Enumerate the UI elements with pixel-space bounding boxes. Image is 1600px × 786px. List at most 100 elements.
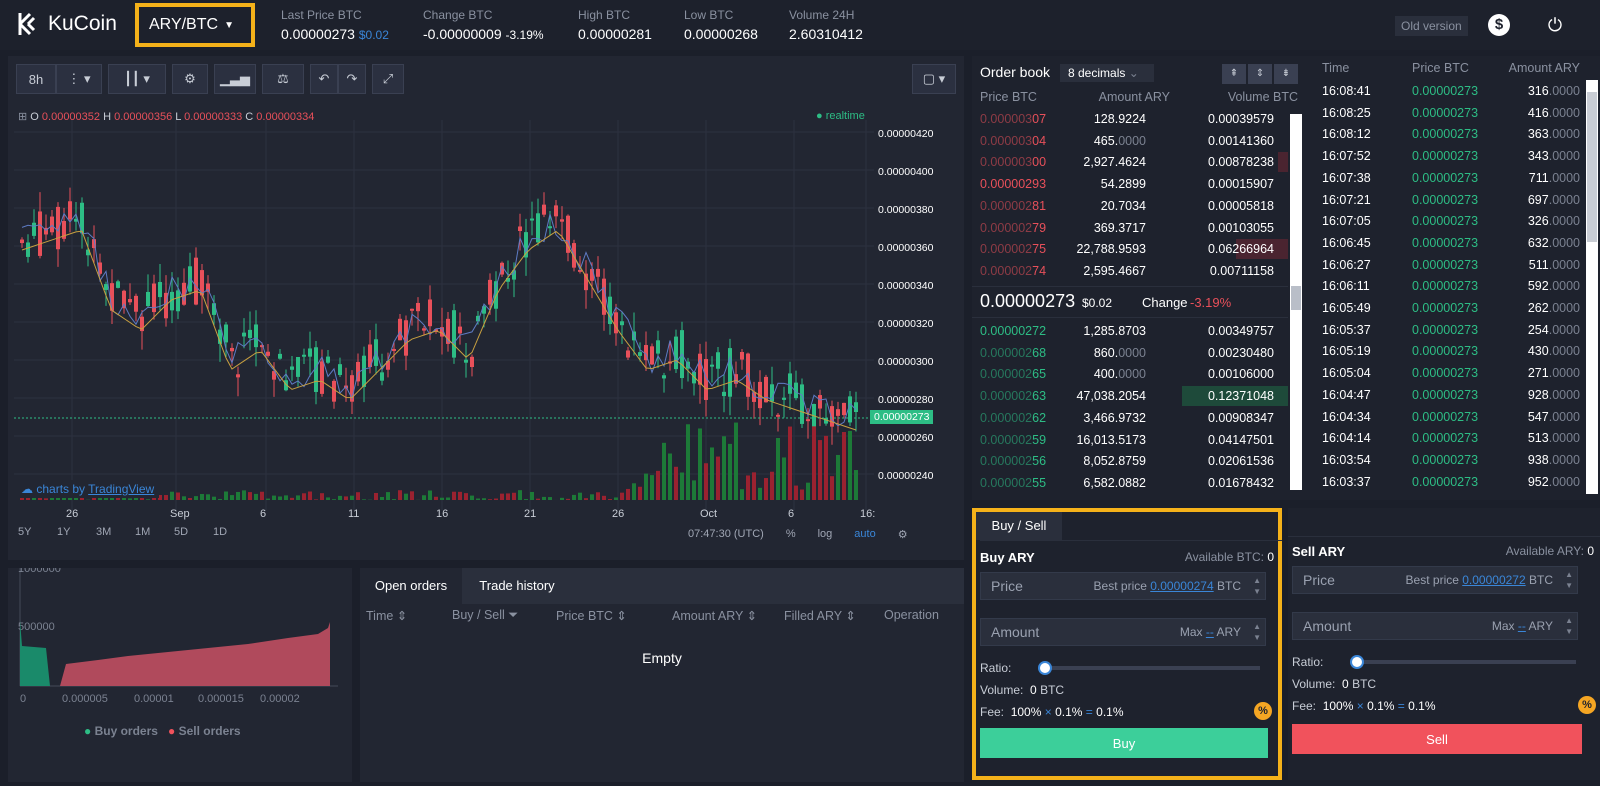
sell-button[interactable]: Sell [1292, 724, 1582, 754]
price-suffix: 65 [1032, 367, 1047, 382]
buy-price-stepper-icon[interactable]: ▲ ▼ [1253, 576, 1261, 596]
orderbook-row[interactable]: 0.00000275 22,788.9593 0.06266964 [972, 238, 1288, 260]
candle-body [38, 211, 42, 256]
depth-chart[interactable]: 1000000 500000 0 0.000005 0.00001 0.000015 0.0… [8, 568, 352, 782]
candle-body [152, 283, 156, 313]
view-both-icon[interactable]: ⇕ [1248, 64, 1272, 84]
settings-gear-icon[interactable]: ⚙ [172, 64, 208, 94]
orders-column-header[interactable]: Filled ARY ⇕ [784, 609, 856, 623]
sell-price-stepper-icon[interactable]: ▲ ▼ [1565, 570, 1573, 590]
orderbook-row[interactable]: 0.00000272 1,285.8703 0.00349757 [972, 320, 1288, 342]
percent-toggle[interactable]: % [785, 528, 796, 540]
depth-bar [1236, 239, 1288, 260]
candle-body [716, 352, 720, 369]
row-price: 0.00000279 [980, 221, 1046, 235]
tab-buy-sell[interactable]: Buy / Sell [976, 512, 1062, 540]
range-button[interactable]: 1M [135, 526, 151, 538]
mid-price: 0.00000273 [980, 291, 1076, 311]
screenshot-icon[interactable]: ▢ ▾ [912, 64, 956, 94]
buy-ratio-handle[interactable] [1038, 661, 1052, 675]
trade-row: 16:04:47 0.00000273 928.0000 [1312, 384, 1584, 406]
pair-selector[interactable]: ARY/BTC ▼ [135, 3, 255, 47]
auto-toggle[interactable]: auto [854, 528, 876, 540]
range-button[interactable]: 5D [174, 526, 189, 538]
candle-type-icon[interactable]: ┃┃ ▾ [108, 64, 166, 94]
orderbook-row[interactable]: 0.00000268 860.0000 0.00230480 [972, 342, 1288, 364]
buy-best-value[interactable]: 0.00000274 [1150, 579, 1214, 593]
orderbook-row[interactable]: 0.00000256 8,052.8759 0.02061536 [972, 450, 1288, 472]
orders-column-header[interactable]: Buy / Sell ⏷ [452, 608, 519, 622]
log-toggle[interactable]: log [817, 528, 833, 540]
trade-amount-dec: .0000 [1548, 474, 1580, 489]
range-button[interactable]: 5Y [18, 526, 32, 538]
indicators-icon[interactable]: ▁▃▅ [214, 64, 256, 94]
orders-column-header[interactable]: Time ⇕ [366, 609, 408, 623]
view-bids-icon[interactable]: ⇟ [1274, 64, 1298, 84]
watermark-link[interactable]: TradingView [88, 482, 155, 496]
orderbook-row[interactable]: 0.00000255 6,582.0882 0.01678432 [972, 472, 1288, 494]
orderbook-row[interactable]: 0.00000262 3,466.9732 0.00908347 [972, 407, 1288, 429]
kucoin-logo[interactable]: KuCoin [14, 11, 117, 37]
tab-trade-history[interactable]: Trade history [479, 578, 555, 593]
orderbook-row[interactable]: 0.00000274 2,595.4667 0.00711158 [972, 260, 1288, 282]
orderbook-row[interactable]: 0.00000259 16,013.5173 0.04147501 [972, 429, 1288, 451]
orders-column-header[interactable]: Price BTC ⇕ [556, 609, 627, 623]
buy-price-input[interactable]: Price Best price 0.00000274 BTC ▲ ▼ [980, 572, 1266, 600]
trade-amount: 326.0000 [1528, 214, 1580, 228]
old-version-link[interactable]: Old version [1395, 16, 1468, 36]
sell-ratio-handle[interactable] [1350, 655, 1364, 669]
compare-icon[interactable]: ⚖ [262, 64, 304, 94]
redo-icon[interactable]: ↷ [338, 64, 366, 94]
candlestick-plot[interactable] [14, 120, 874, 510]
current-price-tag: 0.00000273 [870, 410, 934, 424]
orderbook-row[interactable]: 0.00000279 369.3717 0.00103055 [972, 217, 1288, 239]
fee-discount-icon[interactable]: % [1578, 696, 1596, 714]
candle-body [554, 205, 558, 217]
power-icon[interactable]: ⏻ [1547, 15, 1563, 35]
fee-discount-icon[interactable]: % [1254, 702, 1272, 720]
sell-ratio-slider[interactable] [1350, 655, 1576, 669]
sell-amount-input[interactable]: Amount Max -- ARY ▲ ▼ [1292, 612, 1578, 640]
tradingview-watermark[interactable]: ☁ charts by TradingView [16, 480, 160, 498]
price-prefix: 0.000002 [980, 220, 1033, 235]
orderbook-row[interactable]: 0.00000293 54.2899 0.00015907 [972, 173, 1288, 195]
interval-button[interactable]: 8h [16, 64, 56, 94]
buy-ratio-slider[interactable] [1038, 661, 1260, 675]
orderbook-row[interactable]: 0.00000307 128.9224 0.00039579 [972, 108, 1288, 130]
orderbook-row[interactable]: 0.00000281 20.7034 0.00005818 [972, 195, 1288, 217]
orderbook-scrollbar[interactable] [1290, 114, 1302, 490]
orderbook-row[interactable]: 0.00000300 2,927.4624 0.00878238 [972, 151, 1288, 173]
currency-icon[interactable]: $ [1488, 14, 1510, 36]
candle-body [32, 222, 36, 236]
sell-volume-label: Volume: [1292, 677, 1336, 691]
buy-fee-c: 0.1% [1096, 705, 1124, 719]
sell-best-value[interactable]: 0.00000272 [1462, 573, 1526, 587]
orderbook-row[interactable]: 0.00000263 47,038.2054 0.12371048 [972, 385, 1288, 407]
volume-bar [404, 493, 408, 500]
sell-max-value[interactable]: -- [1517, 619, 1526, 633]
buy-max-value[interactable]: -- [1205, 625, 1214, 639]
sell-price-input[interactable]: Price Best price 0.00000272 BTC ▲ ▼ [1292, 566, 1578, 594]
decimals-select[interactable]: 8 decimals ⌄ [1060, 64, 1154, 82]
buy-best-label: Best price [1093, 579, 1147, 593]
range-button[interactable]: 1D [213, 526, 228, 538]
range-button[interactable]: 3M [96, 526, 112, 538]
buy-amount-input[interactable]: Amount Max -- ARY ▲ ▼ [980, 618, 1266, 646]
trades-scrollbar[interactable] [1586, 80, 1598, 494]
fullscreen-icon[interactable]: ⤢ [372, 64, 404, 94]
range-button[interactable]: 1Y [57, 526, 71, 538]
chart-settings-icon[interactable]: ⚙ [897, 529, 908, 541]
orders-column-header[interactable]: Amount ARY ⇕ [672, 609, 758, 623]
undo-icon[interactable]: ↶ [310, 64, 338, 94]
tab-open-orders[interactable]: Open orders [360, 568, 462, 604]
candle-body [770, 384, 774, 402]
orders-column-header[interactable]: Operation [884, 608, 939, 622]
amount-dec: 2054 [1118, 389, 1146, 404]
view-asks-icon[interactable]: ⇞ [1222, 64, 1246, 84]
buy-button[interactable]: Buy [980, 728, 1268, 758]
sell-amount-stepper-icon[interactable]: ▲ ▼ [1565, 616, 1573, 636]
orderbook-row[interactable]: 0.00000304 465.0000 0.00141360 [972, 130, 1288, 152]
buy-amount-stepper-icon[interactable]: ▲ ▼ [1253, 622, 1261, 642]
orderbook-row[interactable]: 0.00000265 400.0000 0.00106000 [972, 363, 1288, 385]
interval-menu-icon[interactable]: ⋮ ▾ [56, 64, 102, 94]
